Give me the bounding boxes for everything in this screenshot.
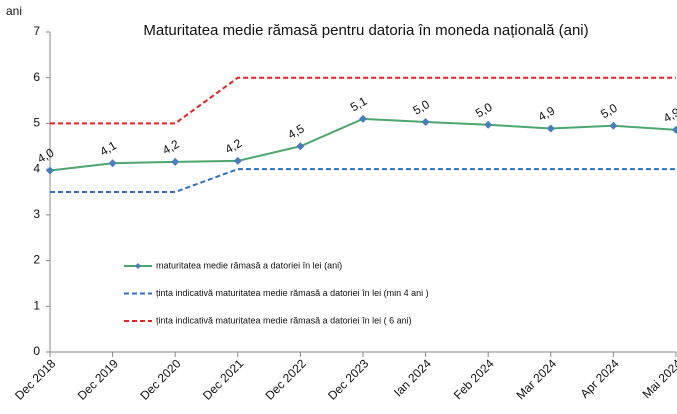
- value-label: 5,0: [410, 97, 432, 118]
- y-tick-label: 0: [33, 344, 40, 358]
- value-label: 4,5: [285, 121, 307, 142]
- value-label: 5,1: [348, 94, 370, 115]
- value-label: 4,1: [97, 138, 119, 159]
- legend-label: ținta indicativă maturitatea medie rămas…: [156, 315, 412, 325]
- x-tick-label: Apr 2024: [577, 356, 622, 401]
- point-marker: [672, 125, 677, 134]
- point-marker: [484, 120, 493, 129]
- legend-label: maturitatea medie rămasă a datoriei în l…: [156, 260, 342, 270]
- point-marker: [296, 142, 305, 151]
- y-tick-label: 4: [33, 161, 40, 175]
- x-tick-label: Dec 2023: [325, 356, 371, 402]
- series-line: [49, 117, 677, 172]
- point-marker: [108, 159, 117, 168]
- point-marker: [233, 156, 242, 165]
- x-tick-label: Ian 2024: [391, 356, 434, 399]
- point-marker: [359, 114, 367, 123]
- x-tick-label: Dec 2021: [200, 356, 246, 402]
- x-tick-label: Dec 2019: [75, 356, 121, 402]
- x-tick-label: Mar 2024: [513, 356, 559, 402]
- value-label: 4,9: [661, 105, 677, 126]
- point-marker: [46, 166, 54, 175]
- x-tick-label: Dec 2018: [12, 356, 58, 402]
- x-tick-label: Feb 2024: [451, 356, 497, 402]
- value-label: 5,0: [473, 100, 495, 121]
- y-tick-label: 5: [33, 116, 40, 130]
- value-label: 4,9: [536, 103, 558, 124]
- y-tick-label: 1: [33, 298, 40, 312]
- y-tick-label: 7: [33, 24, 40, 38]
- point-marker: [421, 118, 430, 127]
- legend-marker: [135, 263, 141, 269]
- point-marker: [609, 121, 618, 130]
- point-marker: [171, 157, 180, 166]
- value-label: 4,2: [160, 137, 182, 158]
- y-tick-label: 3: [33, 207, 40, 221]
- value-label: 5,0: [598, 101, 620, 122]
- point-marker: [546, 124, 555, 133]
- x-tick-label: Dec 2022: [263, 356, 309, 402]
- y-tick-label: 6: [33, 70, 40, 84]
- series-line: [50, 76, 676, 125]
- x-tick-label: Dec 2020: [137, 356, 183, 402]
- value-label: 4,2: [223, 136, 245, 157]
- y-tick-label: 2: [33, 253, 40, 267]
- chart-title: Maturitatea medie rămasă pentru datoria …: [143, 22, 588, 39]
- x-tick-label: Mai 2024: [640, 356, 677, 401]
- legend-label: ținta indicativă maturitatea medie rămas…: [156, 288, 429, 298]
- y-axis-label: ani: [6, 4, 22, 18]
- series-line: [50, 168, 676, 193]
